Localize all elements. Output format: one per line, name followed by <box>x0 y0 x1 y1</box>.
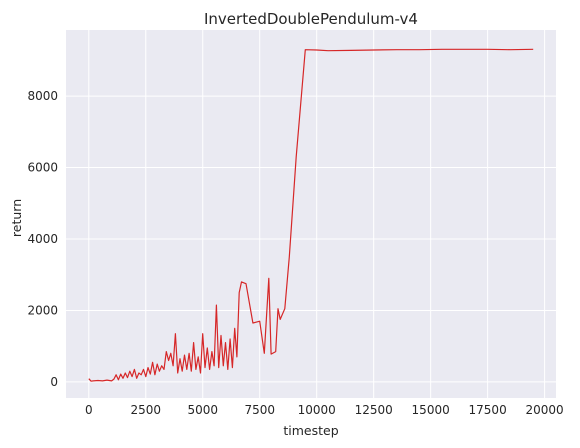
x-axis-label: timestep <box>283 423 338 438</box>
x-tick-labels: 0 2500 5000 7500 10000 12500 15000 17500 20000 <box>85 403 564 417</box>
x-tick-label: 17500 <box>469 403 507 417</box>
chart-title: InvertedDoublePendulum-v4 <box>204 10 418 28</box>
y-tick-label: 0 <box>50 375 58 389</box>
y-tick-label: 4000 <box>27 232 58 246</box>
x-tick-label: 10000 <box>298 403 336 417</box>
y-tick-label: 6000 <box>27 161 58 175</box>
x-tick-label: 12500 <box>355 403 393 417</box>
x-tick-label: 15000 <box>412 403 450 417</box>
x-tick-label: 20000 <box>526 403 564 417</box>
x-tick-label: 7500 <box>244 403 275 417</box>
y-tick-label: 2000 <box>27 303 58 317</box>
x-tick-label: 0 <box>85 403 93 417</box>
x-tick-label: 2500 <box>130 403 161 417</box>
y-tick-label: 8000 <box>27 89 58 103</box>
plot-background <box>66 30 556 398</box>
y-axis-label: return <box>9 199 24 237</box>
x-tick-label: 5000 <box>187 403 218 417</box>
